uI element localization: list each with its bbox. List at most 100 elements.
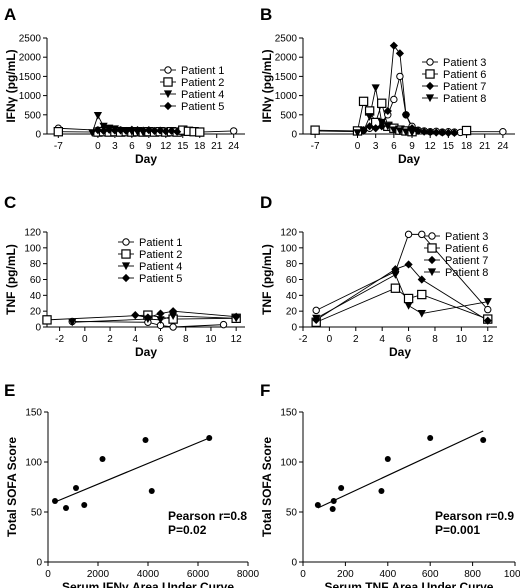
y-tick-label: 2500 xyxy=(275,34,298,45)
x-tick-label: 9 xyxy=(146,141,152,152)
data-point-series-1 xyxy=(229,127,238,135)
data-point-series-4 xyxy=(312,314,321,323)
data-point-series-4 xyxy=(156,126,165,135)
data-point-series-4 xyxy=(232,312,241,321)
data-point-series-3 xyxy=(383,106,392,116)
y-tick-label: 1500 xyxy=(19,72,42,83)
legend-label: Patient 7 xyxy=(443,81,486,93)
chart-panel-f: 0 200 400 600 800 1000 0 50 100 150 Serum TNF Area… xyxy=(260,408,520,588)
legend-label: Patient 3 xyxy=(443,57,486,69)
data-point-series-4 xyxy=(156,309,165,318)
x-tick-label: 18 xyxy=(461,141,473,152)
data-point-series-3 xyxy=(93,111,103,120)
data-point-series-4 xyxy=(161,127,170,136)
legend-marker xyxy=(121,249,131,259)
data-point-series-3 xyxy=(389,41,398,50)
y-tick-label: 100 xyxy=(280,458,297,469)
y-tick-label: 500 xyxy=(280,110,297,121)
data-point-series-4 xyxy=(150,126,159,136)
y-tick-label: 150 xyxy=(280,408,297,419)
x-tick-label: 24 xyxy=(497,141,509,152)
data-point-series-1 xyxy=(390,95,398,104)
data-point-series-4 xyxy=(359,127,368,136)
data-point-series-3 xyxy=(413,126,423,136)
scatter-point xyxy=(427,435,434,441)
panel-letter-e: E xyxy=(4,381,15,400)
scatter-point xyxy=(330,498,337,504)
data-point-series-3 xyxy=(417,275,426,284)
y-tick-label: 1500 xyxy=(275,72,298,83)
legend-label: Patient 5 xyxy=(139,273,182,285)
legend-marker xyxy=(122,238,130,246)
x-tick-label: 200 xyxy=(337,569,354,580)
legend-label: Patient 8 xyxy=(445,267,488,279)
x-tick-label: 1000 xyxy=(504,569,520,580)
series-line-4 xyxy=(315,274,488,319)
legend-label: Patient 8 xyxy=(443,93,486,105)
x-tick-label: 15 xyxy=(177,141,189,152)
series-line-3 xyxy=(72,315,237,323)
legend-marker xyxy=(425,81,435,91)
data-point-series-3 xyxy=(426,127,435,137)
stat-annotation: Pearson r=0.9 xyxy=(435,509,514,523)
y-tick-label: 2000 xyxy=(275,53,298,64)
data-point-series-4 xyxy=(483,298,492,306)
data-point-series-4 xyxy=(110,126,119,135)
panel-letter-a: A xyxy=(4,5,16,24)
data-point-series-1 xyxy=(169,323,177,331)
scatter-point xyxy=(148,488,155,494)
legend-marker xyxy=(425,69,435,79)
x-tick-label: 0 xyxy=(327,334,333,345)
x-tick-label: 12 xyxy=(482,334,494,345)
data-point-series-3 xyxy=(156,316,165,324)
data-point-series-1 xyxy=(404,230,413,239)
legend-label: Patient 6 xyxy=(445,243,488,255)
x-tick-label: 8 xyxy=(183,334,189,345)
x-tick-label: 400 xyxy=(379,569,396,580)
data-point-series-3 xyxy=(438,128,447,137)
x-tick-label: 4 xyxy=(379,334,385,345)
scatter-point xyxy=(99,456,106,462)
y-tick-label: 0 xyxy=(291,323,297,334)
legend-label: Patient 3 xyxy=(445,231,488,243)
legend-label: Patient 1 xyxy=(181,65,224,77)
data-point-series-2 xyxy=(195,127,205,137)
stat-annotation: P=0.02 xyxy=(168,523,207,537)
y-tick-label: 100 xyxy=(24,243,41,254)
data-point-series-4 xyxy=(377,118,386,127)
legend-marker xyxy=(163,101,173,111)
data-point-series-4 xyxy=(395,127,405,136)
legend-marker xyxy=(121,262,131,271)
x-tick-label: 8 xyxy=(432,334,438,345)
legend-label: Patient 7 xyxy=(445,255,488,267)
scatter-point xyxy=(384,456,391,462)
legend-marker xyxy=(428,232,436,240)
stat-annotation: Pearson r=0.8 xyxy=(168,509,247,523)
data-point-series-2 xyxy=(403,293,414,304)
data-point-series-4 xyxy=(391,271,400,279)
chart-panel-b: -7 0 3 6 9 12 15 18 21 24 0 500 1000 1500 2000 2500 Day I… xyxy=(260,34,515,166)
scatter-point xyxy=(378,488,385,494)
legend-marker xyxy=(426,58,434,66)
x-tick-label: 0 xyxy=(300,569,306,580)
legend-label: Patient 6 xyxy=(443,69,486,81)
data-point-series-3 xyxy=(483,316,492,325)
data-point-series-4 xyxy=(167,126,176,136)
x-tick-label: 18 xyxy=(194,141,206,152)
x-axis-title: Serum TNF Area Under Curve xyxy=(325,580,494,588)
chart-panel-a: -7 0 3 6 9 12 15 18 21 2405001000150020002500DayI… xyxy=(4,34,245,166)
data-point-series-4 xyxy=(401,128,411,137)
x-tick-label: 6 xyxy=(158,334,164,345)
data-point-series-1 xyxy=(219,320,228,329)
data-point-series-1 xyxy=(418,230,426,239)
x-tick-label: 10 xyxy=(205,334,217,345)
data-point-series-2 xyxy=(390,283,401,293)
x-tick-label: -7 xyxy=(311,141,320,152)
panel-letter-f: F xyxy=(260,381,270,400)
data-point-series-3 xyxy=(432,128,441,137)
y-tick-label: 0 xyxy=(35,130,41,141)
fit-line xyxy=(317,430,484,509)
x-tick-label: 600 xyxy=(422,569,439,580)
x-tick-label: 12 xyxy=(425,141,437,152)
